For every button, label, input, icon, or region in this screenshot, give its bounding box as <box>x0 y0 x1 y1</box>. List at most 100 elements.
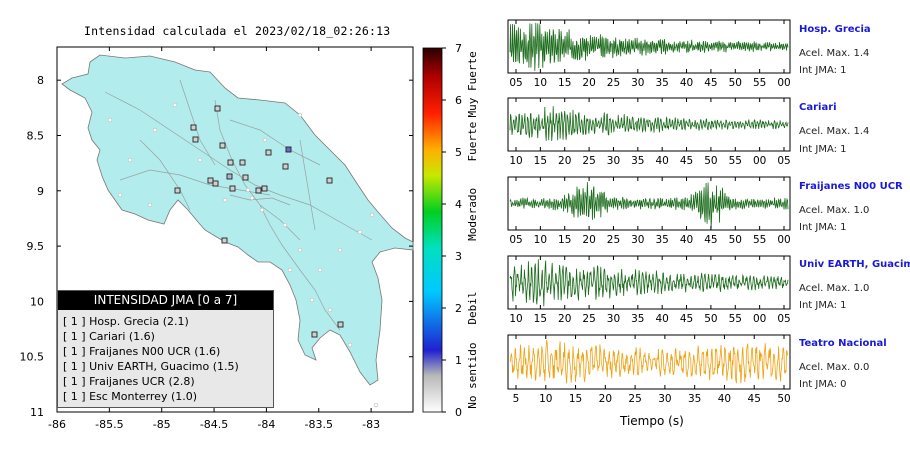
waveform-tick-label: 40 <box>680 234 693 246</box>
map-y-tick-label: 10.5 <box>20 351 45 364</box>
land-polygon <box>61 54 414 386</box>
traces-xlabel: Tiempo (s) <box>620 414 684 428</box>
waveform-tick-label: 25 <box>607 234 620 246</box>
waveform-tick-label: 35 <box>655 234 668 246</box>
waveform-tick-label: 55 <box>753 234 766 246</box>
station-intensity: Int JMA: 1 <box>799 300 847 311</box>
station-acceleration: Acel. Max. 1.4 <box>799 48 870 59</box>
station-acceleration: Acel. Max. 1.0 <box>799 283 870 294</box>
colorbar-tick-label: 0 <box>455 406 462 419</box>
map-y-tick-label: 8 <box>37 74 44 87</box>
station-dots <box>107 102 379 408</box>
waveform-tick-label: 55 <box>729 155 742 167</box>
colorbar-label: Moderado <box>466 188 479 241</box>
waveform-tick-label: 30 <box>658 393 671 405</box>
station-acceleration: Acel. Max. 1.0 <box>799 205 870 216</box>
waveform-tick-label: 35 <box>688 393 701 405</box>
station-intensity: Int JMA: 1 <box>799 222 847 233</box>
map-x-tick-label: -85.5 <box>95 418 123 431</box>
map-axes: -86 -85.5 -85 -84.5 -84 -83.5 -83 11 10.5 10 9.5 9 8… <box>20 47 413 431</box>
colorbar-tick-label: 1 <box>455 354 462 367</box>
waveform-tick-label: 45 <box>680 155 693 167</box>
waveform-tick-label: 25 <box>582 155 595 167</box>
waveform-trace <box>509 182 789 229</box>
station-squares <box>174 105 344 338</box>
map-y-tick-label: 9 <box>37 185 44 198</box>
map-x-tick-label: -83 <box>362 418 380 431</box>
waveform-tick-label: 00 <box>777 234 790 246</box>
waveform-tick-label: 35 <box>655 77 668 89</box>
waveform-trace <box>509 22 789 71</box>
waveform-tick-label: 10 <box>539 393 552 405</box>
waveform-tick-label: 50 <box>729 234 742 246</box>
station-name: Univ EARTH, Guacimo <box>799 259 910 270</box>
map-x-tick-label: -83.5 <box>305 418 333 431</box>
station-name: Fraijanes N00 UCR <box>799 181 903 192</box>
waveform-tick-label: 25 <box>628 393 641 405</box>
colorbar-tick-label: 2 <box>455 302 462 315</box>
colorbar-label: Debil <box>466 291 479 324</box>
waveform-panels: 05 10 15 20 25 30 35 40 45 50 55 00 10 15 20 25 30 35 40 45… <box>507 19 791 405</box>
waveform-tick-label: 45 <box>704 77 717 89</box>
waveform-tick-label: 55 <box>753 77 766 89</box>
legend-title: INTENSIDAD JMA [0 a 7] <box>58 291 273 310</box>
map-title: Intensidad calculada el 2023/02/18_02:26… <box>84 24 391 38</box>
waveform-tick-label: 50 <box>704 155 717 167</box>
map-x-tick-label: -84.5 <box>200 418 228 431</box>
waveform-tick-label: 25 <box>582 313 595 325</box>
waveform-tick-label: 00 <box>753 155 766 167</box>
waveform-tick-label: 20 <box>599 393 612 405</box>
waveform-trace <box>509 259 789 307</box>
station-intensity: Int JMA: 1 <box>799 65 847 76</box>
waveform-tick-label: 55 <box>729 313 742 325</box>
waveform-tick-label: 30 <box>631 234 644 246</box>
waveform-tick-label: 10 <box>509 313 522 325</box>
waveform-tick-label: 05 <box>777 313 790 325</box>
waveform-tick-label: 10 <box>509 155 522 167</box>
waveform-tick-label: 05 <box>777 155 790 167</box>
waveform-tick-label: 10 <box>534 77 547 89</box>
waveform-tick-label: 40 <box>655 313 668 325</box>
colorbar-label: Fuerte <box>466 122 479 162</box>
waveform-tick-label: 5 <box>513 393 520 405</box>
waveform-tick-label: 40 <box>718 393 731 405</box>
waveform-tick-label: 15 <box>569 393 582 405</box>
colorbar-tick-label: 7 <box>455 42 462 55</box>
legend-row: [ 1 ] Fraijanes N00 UCR (1.6) <box>63 345 221 358</box>
colorbar-label: No sentido <box>466 342 479 408</box>
waveform-tick-label: 45 <box>748 393 761 405</box>
map-y-tick-label: 10 <box>30 295 44 308</box>
waveform-tick-label: 30 <box>607 313 620 325</box>
legend-row: [ 1 ] Cariari (1.6) <box>63 330 155 343</box>
waveform-tick-label: 15 <box>558 77 571 89</box>
waveform-trace <box>509 106 789 142</box>
station-acceleration: Acel. Max. 1.4 <box>799 126 870 137</box>
map-y-tick-label: 8.5 <box>27 129 45 142</box>
waveform-tick-label: 50 <box>729 77 742 89</box>
waveform-tick-label: 50 <box>777 393 790 405</box>
map-x-tick-label: -86 <box>48 418 66 431</box>
waveform-trace <box>509 340 789 384</box>
waveform-tick-label: 20 <box>558 155 571 167</box>
map-x-tick-label: -84 <box>257 418 275 431</box>
waveform-tick-label: 30 <box>607 155 620 167</box>
waveform-tick-label: 15 <box>534 313 547 325</box>
waveform-tick-label: 00 <box>777 77 790 89</box>
legend-row: [ 1 ] Esc Monterrey (1.0) <box>63 390 198 403</box>
station-name: Hosp. Grecia <box>799 24 871 35</box>
waveform-tick-label: 40 <box>680 77 693 89</box>
colorbar-axis: 0 1 2 3 4 5 6 7 No sentido Debil Moderado Fuerte Muy… <box>442 42 479 419</box>
waveform-tick-label: 15 <box>558 234 571 246</box>
waveform-tick-label: 05 <box>509 77 522 89</box>
waveform-tick-label: 00 <box>753 313 766 325</box>
legend-row: [ 1 ] Hosp. Grecia (2.1) <box>63 315 189 328</box>
colorbar-tick-label: 5 <box>455 146 462 159</box>
station-intensity: Int JMA: 0 <box>799 379 847 390</box>
waveform-tick-label: 50 <box>704 313 717 325</box>
waveform-tick-label: 40 <box>655 155 668 167</box>
map-x-tick-label: -85 <box>153 418 171 431</box>
station-name: Cariari <box>799 102 837 113</box>
waveform-tick-label: 45 <box>680 313 693 325</box>
waveform-tick-label: 35 <box>631 155 644 167</box>
